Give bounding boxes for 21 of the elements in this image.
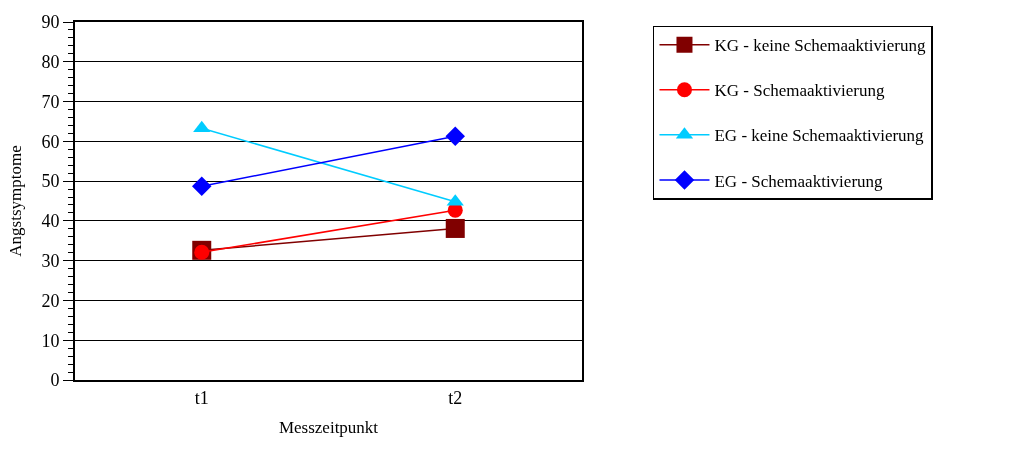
- legend-label: KG - Schemaaktivierung: [714, 81, 885, 101]
- point: [192, 176, 212, 197]
- y-axis-title: Angstsymptome: [6, 145, 26, 257]
- x-axis-title: Messzeitpunkt: [278, 418, 379, 438]
- point: [445, 126, 465, 146]
- y-tick-label: 50: [41, 171, 60, 192]
- y-tick-label: 40: [41, 211, 60, 232]
- legend-label: KG - keine Schemaaktivierung: [714, 36, 926, 56]
- x-tick-label: t2: [448, 387, 463, 408]
- y-tick-label: 60: [41, 131, 60, 152]
- point: [445, 218, 465, 238]
- y-tick-label: 20: [41, 290, 60, 311]
- y-tick-label: 30: [41, 250, 60, 271]
- y-tick-label: 70: [41, 91, 60, 112]
- y-tick-label: 0: [50, 370, 60, 391]
- y-tick-label: 10: [41, 330, 60, 351]
- legend-label: EG - Schemaaktivierung: [714, 171, 884, 191]
- y-tick-label: 80: [41, 52, 60, 73]
- legend-label: EG - keine Schemaaktivierung: [714, 126, 925, 146]
- x-tick-label: t1: [194, 387, 209, 408]
- y-tick-label: 90: [41, 12, 60, 33]
